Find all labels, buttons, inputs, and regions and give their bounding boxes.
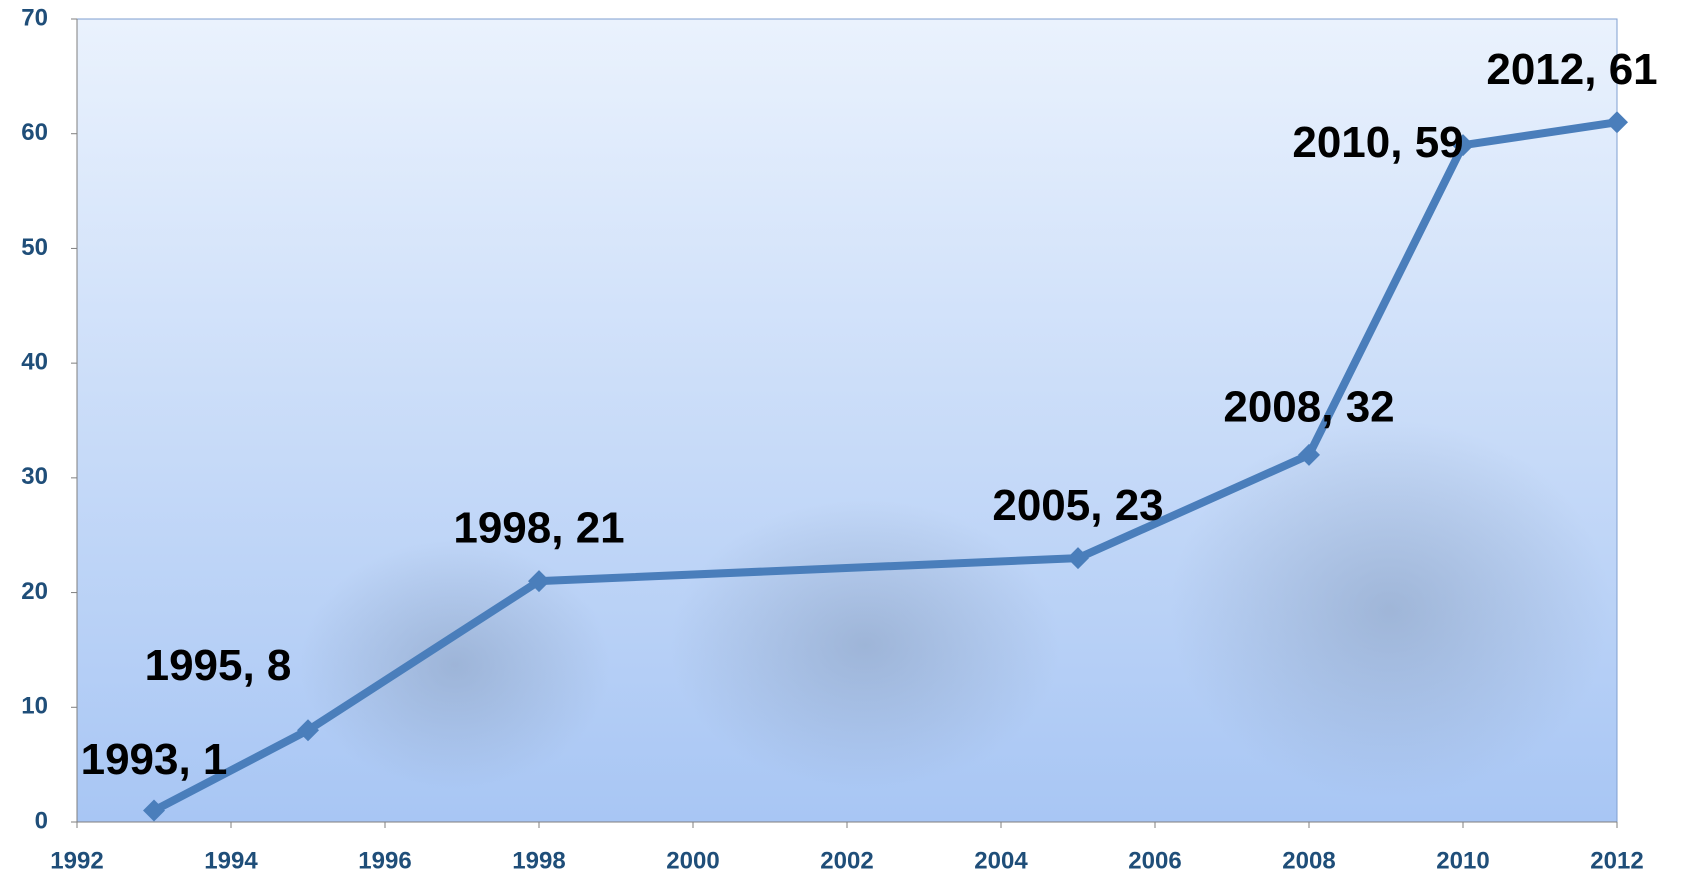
x-tick-label: 2004 [974, 847, 1028, 874]
data-label: 2010, 59 [1292, 118, 1463, 167]
x-tick-label: 1996 [358, 847, 411, 874]
y-tick-label: 60 [21, 119, 48, 146]
data-label: 2012, 61 [1486, 45, 1657, 94]
data-label: 2008, 32 [1223, 383, 1394, 432]
chart: 0 10 20 30 40 50 60 70 1992 1994 1996 1998 2000 2002 2… [0, 0, 1684, 876]
y-tick-label: 40 [21, 348, 48, 375]
y-tick-label: 50 [21, 234, 48, 261]
y-tick-label: 70 [21, 4, 48, 31]
x-tick-label: 2000 [666, 847, 719, 874]
x-tick-label: 2002 [820, 847, 873, 874]
x-tick-label: 2006 [1128, 847, 1181, 874]
y-tick-label: 20 [21, 578, 48, 605]
photo [1170, 420, 1610, 800]
x-tick-label: 2012 [1590, 847, 1643, 874]
x-tick-label: 1992 [50, 847, 103, 874]
y-tick-label: 30 [21, 463, 48, 490]
data-label: 2005, 23 [992, 481, 1163, 530]
x-tick-label: 2008 [1282, 847, 1335, 874]
x-tick-label: 1994 [204, 847, 258, 874]
x-tick-label: 2010 [1436, 847, 1489, 874]
x-tick-label: 1998 [512, 847, 565, 874]
y-tick-label: 10 [21, 693, 48, 720]
y-tick-label: 0 [35, 807, 48, 834]
photo [670, 500, 1060, 790]
data-label: 1993, 1 [81, 735, 228, 784]
data-label: 1998, 21 [453, 504, 624, 553]
data-label: 1995, 8 [145, 641, 292, 690]
